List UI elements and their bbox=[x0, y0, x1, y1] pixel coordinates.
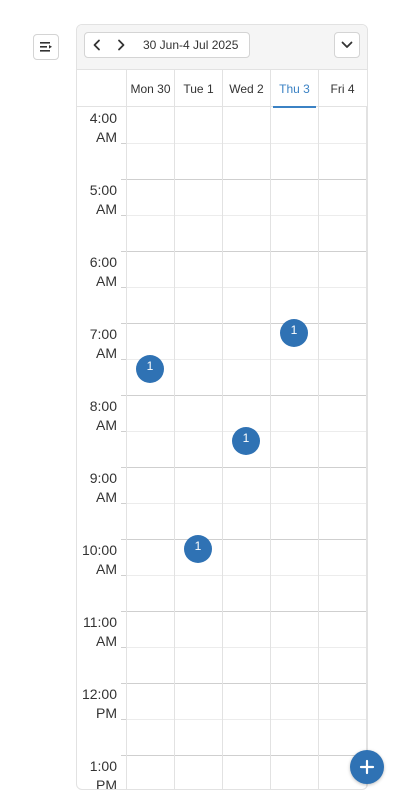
time-label-period: AM bbox=[96, 633, 117, 649]
calendar-toolbar: 30 Jun-4 Jul 2025 bbox=[77, 25, 367, 70]
date-navigation: 30 Jun-4 Jul 2025 bbox=[84, 32, 250, 58]
time-label: 1:00 PM bbox=[77, 757, 117, 789]
chevron-down-icon bbox=[341, 41, 353, 48]
hour-line bbox=[121, 467, 367, 468]
half-hour-tick bbox=[121, 215, 126, 216]
hour-line bbox=[121, 683, 367, 684]
day-column-divider bbox=[222, 107, 223, 789]
time-label-hour: 1:00 bbox=[89, 758, 117, 774]
time-label-period: AM bbox=[96, 273, 117, 289]
chevron-left-icon bbox=[93, 39, 100, 51]
time-label-hour: 4:00 bbox=[89, 110, 117, 126]
time-label: 12:00 PM bbox=[77, 685, 117, 723]
time-label-hour: 11:00 bbox=[83, 614, 117, 630]
time-label: 9:00 AM bbox=[77, 469, 117, 507]
half-hour-line bbox=[126, 719, 367, 720]
time-label: 11:00 AM bbox=[77, 613, 117, 651]
half-hour-line bbox=[126, 287, 367, 288]
day-column-divider bbox=[174, 107, 175, 789]
day-column-divider bbox=[366, 107, 367, 789]
day-column-divider bbox=[126, 107, 127, 789]
half-hour-line bbox=[126, 359, 367, 360]
half-hour-tick bbox=[121, 431, 126, 432]
day-header-0[interactable]: Mon 30 bbox=[126, 70, 174, 107]
time-label-hour: 5:00 bbox=[89, 182, 117, 198]
half-hour-tick bbox=[121, 575, 126, 576]
time-label: 6:00 AM bbox=[77, 253, 117, 291]
event-count-badge[interactable]: 1 bbox=[184, 535, 212, 563]
time-label: 4:00 AM bbox=[77, 109, 117, 147]
time-label: 7:00 AM bbox=[77, 325, 117, 363]
time-label: 8:00 AM bbox=[77, 397, 117, 435]
time-label-period: AM bbox=[96, 201, 117, 217]
add-event-button[interactable] bbox=[350, 750, 384, 784]
hour-line bbox=[121, 251, 367, 252]
day-header-row: Mon 30 Tue 1 Wed 2 Thu 3 Fri 4 bbox=[77, 70, 367, 108]
half-hour-line bbox=[126, 143, 367, 144]
time-label-period: PM bbox=[96, 705, 117, 721]
time-label-period: AM bbox=[96, 345, 117, 361]
hour-line bbox=[121, 611, 367, 612]
day-column-divider bbox=[270, 107, 271, 789]
plus-icon bbox=[359, 759, 375, 775]
half-hour-line bbox=[126, 575, 367, 576]
view-selector-button[interactable] bbox=[334, 32, 360, 58]
half-hour-line bbox=[126, 503, 367, 504]
day-header-3[interactable]: Thu 3 bbox=[270, 70, 318, 108]
half-hour-tick bbox=[121, 719, 126, 720]
time-label-period: AM bbox=[96, 129, 117, 145]
hour-line bbox=[121, 323, 367, 324]
half-hour-tick bbox=[121, 359, 126, 360]
time-label-period: PM bbox=[96, 777, 117, 789]
day-header-4[interactable]: Fri 4 bbox=[318, 70, 366, 107]
half-hour-tick bbox=[121, 143, 126, 144]
hour-line bbox=[121, 395, 367, 396]
time-label-hour: 7:00 bbox=[89, 326, 117, 342]
half-hour-line bbox=[126, 647, 367, 648]
hour-line bbox=[121, 539, 367, 540]
event-count-badge[interactable]: 1 bbox=[280, 319, 308, 347]
half-hour-tick bbox=[121, 287, 126, 288]
time-label-hour: 12:00 bbox=[81, 686, 117, 702]
date-range-label[interactable]: 30 Jun-4 Jul 2025 bbox=[143, 38, 239, 52]
day-header-1[interactable]: Tue 1 bbox=[174, 70, 222, 107]
hour-line bbox=[121, 179, 367, 180]
time-grid[interactable]: 4:00 AM 5:00 AM 6:00 AM 7:00 AM 8:00 AM 9:00 AM 10:0… bbox=[77, 107, 367, 789]
day-column-divider bbox=[318, 107, 319, 789]
time-label: 10:00 AM bbox=[77, 541, 117, 579]
next-week-button[interactable] bbox=[109, 33, 133, 57]
time-label: 5:00 AM bbox=[77, 181, 117, 219]
previous-week-button[interactable] bbox=[85, 33, 109, 57]
chevron-right-icon bbox=[118, 39, 125, 51]
hour-line bbox=[121, 755, 367, 756]
time-label-period: AM bbox=[96, 417, 117, 433]
day-header-2[interactable]: Wed 2 bbox=[222, 70, 270, 107]
event-count-badge[interactable]: 1 bbox=[136, 355, 164, 383]
time-label-period: AM bbox=[96, 561, 117, 577]
half-hour-tick bbox=[121, 647, 126, 648]
time-label-hour: 8:00 bbox=[89, 398, 117, 414]
sidebar-toggle-button[interactable] bbox=[33, 34, 59, 60]
half-hour-tick bbox=[121, 503, 126, 504]
time-label-hour: 9:00 bbox=[89, 470, 117, 486]
time-label-period: AM bbox=[96, 489, 117, 505]
half-hour-line bbox=[126, 215, 367, 216]
time-label-hour: 10:00 bbox=[81, 542, 117, 558]
time-label-hour: 6:00 bbox=[89, 254, 117, 270]
menu-lines-icon bbox=[40, 42, 52, 52]
event-count-badge[interactable]: 1 bbox=[232, 427, 260, 455]
